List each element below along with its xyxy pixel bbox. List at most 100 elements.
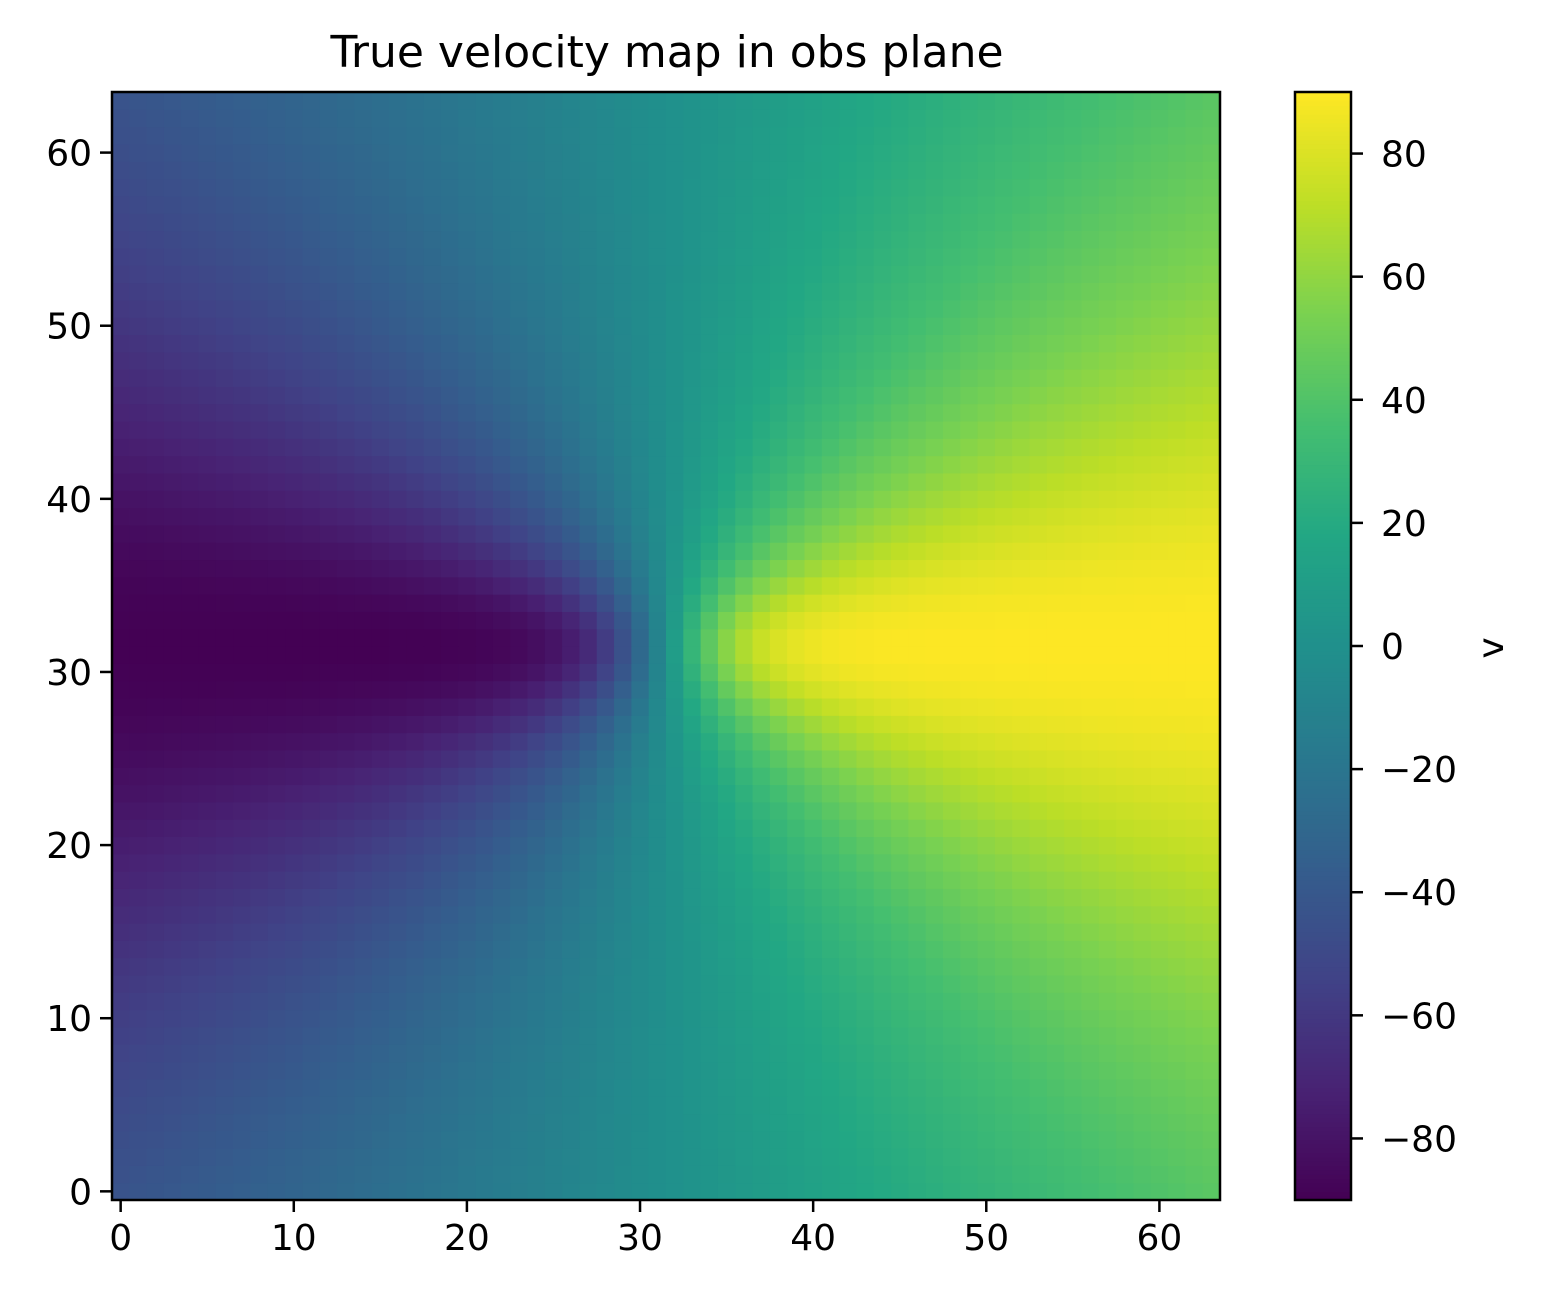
- heatmap-cell: [787, 542, 806, 561]
- heatmap-cell: [821, 749, 840, 768]
- heatmap-cell: [562, 905, 581, 924]
- heatmap-cell: [1168, 749, 1186, 768]
- heatmap-cell: [1064, 299, 1083, 318]
- heatmap-cell: [735, 594, 754, 612]
- heatmap-cell: [994, 1009, 1013, 1028]
- colorbar-step: [1295, 260, 1351, 266]
- heatmap-cell: [406, 299, 425, 318]
- heatmap-cell: [1029, 974, 1048, 993]
- heatmap-cell: [389, 420, 407, 439]
- heatmap-cell: [873, 784, 892, 803]
- heatmap-cell: [735, 923, 754, 941]
- heatmap-cell: [475, 594, 494, 612]
- heatmap-cell: [873, 1113, 892, 1132]
- heatmap-cell: [666, 334, 684, 353]
- heatmap-cell: [215, 420, 234, 439]
- heatmap-cell: [752, 542, 771, 561]
- heatmap-cell: [492, 594, 511, 612]
- heatmap-cell: [527, 369, 546, 387]
- heatmap-cell: [579, 853, 598, 872]
- heatmap-cell: [1098, 1026, 1117, 1045]
- heatmap-cell: [510, 161, 529, 180]
- heatmap-cell: [389, 611, 407, 630]
- heatmap-cell: [579, 732, 598, 751]
- heatmap-cell: [163, 646, 182, 664]
- heatmap-cell: [873, 974, 892, 993]
- heatmap-cell: [1116, 386, 1135, 405]
- heatmap-cell: [544, 905, 563, 924]
- heatmap-cell: [943, 455, 961, 474]
- heatmap-cell: [683, 195, 702, 214]
- heatmap-cell: [908, 853, 927, 872]
- heatmap-cell: [146, 559, 165, 578]
- heatmap-cell: [925, 888, 944, 907]
- heatmap-cell: [925, 507, 944, 526]
- heatmap-cell: [873, 230, 892, 249]
- heatmap-cell: [683, 403, 702, 422]
- heatmap-cell: [717, 299, 736, 318]
- heatmap-cell: [267, 974, 286, 993]
- heatmap-cell: [181, 351, 200, 370]
- heatmap-cell: [215, 1130, 234, 1149]
- heatmap-cell: [510, 1130, 529, 1149]
- heatmap-cell: [354, 732, 373, 751]
- heatmap-cell: [1150, 143, 1169, 162]
- heatmap-cell: [700, 663, 719, 682]
- heatmap-cell: [977, 836, 996, 855]
- heatmap-cell: [1150, 1009, 1169, 1028]
- heatmap-cell: [423, 507, 442, 526]
- heatmap-cell: [389, 213, 407, 232]
- colorbar-step: [1295, 788, 1351, 794]
- heatmap-cell: [873, 282, 892, 301]
- heatmap-cell: [856, 1130, 875, 1149]
- colorbar-step: [1295, 330, 1351, 336]
- colorbar-step: [1295, 104, 1351, 111]
- heatmap-cell: [752, 646, 771, 664]
- heatmap-cell: [1081, 923, 1100, 941]
- heatmap-cell: [1081, 420, 1100, 439]
- heatmap-cell: [839, 178, 858, 197]
- heatmap-cell: [475, 1113, 494, 1132]
- heatmap-cell: [129, 680, 148, 699]
- heatmap-cell: [960, 126, 979, 145]
- heatmap-cell: [112, 1009, 130, 1028]
- heatmap-cell: [735, 542, 754, 561]
- colorbar-step: [1295, 390, 1351, 396]
- heatmap-cell: [873, 1096, 892, 1115]
- heatmap-cell: [666, 403, 684, 422]
- heatmap-cell: [181, 611, 200, 630]
- heatmap-cell: [337, 836, 355, 855]
- heatmap-cell: [475, 749, 494, 768]
- heatmap-cell: [1185, 1009, 1204, 1028]
- heatmap-cell: [163, 524, 182, 543]
- heatmap-cell: [631, 1096, 650, 1115]
- heatmap-cell: [873, 888, 892, 907]
- heatmap-cell: [1064, 1096, 1083, 1115]
- heatmap-cell: [389, 680, 407, 699]
- heatmap-cell: [112, 697, 130, 716]
- heatmap-cell: [1012, 594, 1031, 612]
- heatmap-cell: [163, 351, 182, 370]
- heatmap-cell: [562, 282, 581, 301]
- heatmap-cell: [1098, 715, 1117, 734]
- heatmap-cell: [1064, 559, 1083, 578]
- heatmap-cell: [562, 178, 581, 197]
- heatmap-cell: [112, 819, 130, 838]
- heatmap-cell: [752, 195, 771, 214]
- heatmap-cell: [510, 230, 529, 249]
- heatmap-cell: [458, 853, 477, 872]
- heatmap-cell: [908, 178, 927, 197]
- heatmap-cell: [250, 109, 269, 128]
- heatmap-cell: [562, 957, 581, 976]
- heatmap-cell: [440, 1113, 459, 1132]
- heatmap-cell: [735, 1165, 754, 1184]
- heatmap-cell: [389, 1061, 407, 1080]
- heatmap-cell: [1029, 732, 1048, 751]
- heatmap-cell: [596, 1113, 615, 1132]
- heatmap-cell: [562, 92, 581, 110]
- heatmap-cell: [112, 559, 130, 578]
- heatmap-cell: [925, 628, 944, 647]
- heatmap-cell: [1133, 334, 1152, 353]
- heatmap-cell: [1202, 230, 1221, 249]
- heatmap-cell: [1098, 594, 1117, 612]
